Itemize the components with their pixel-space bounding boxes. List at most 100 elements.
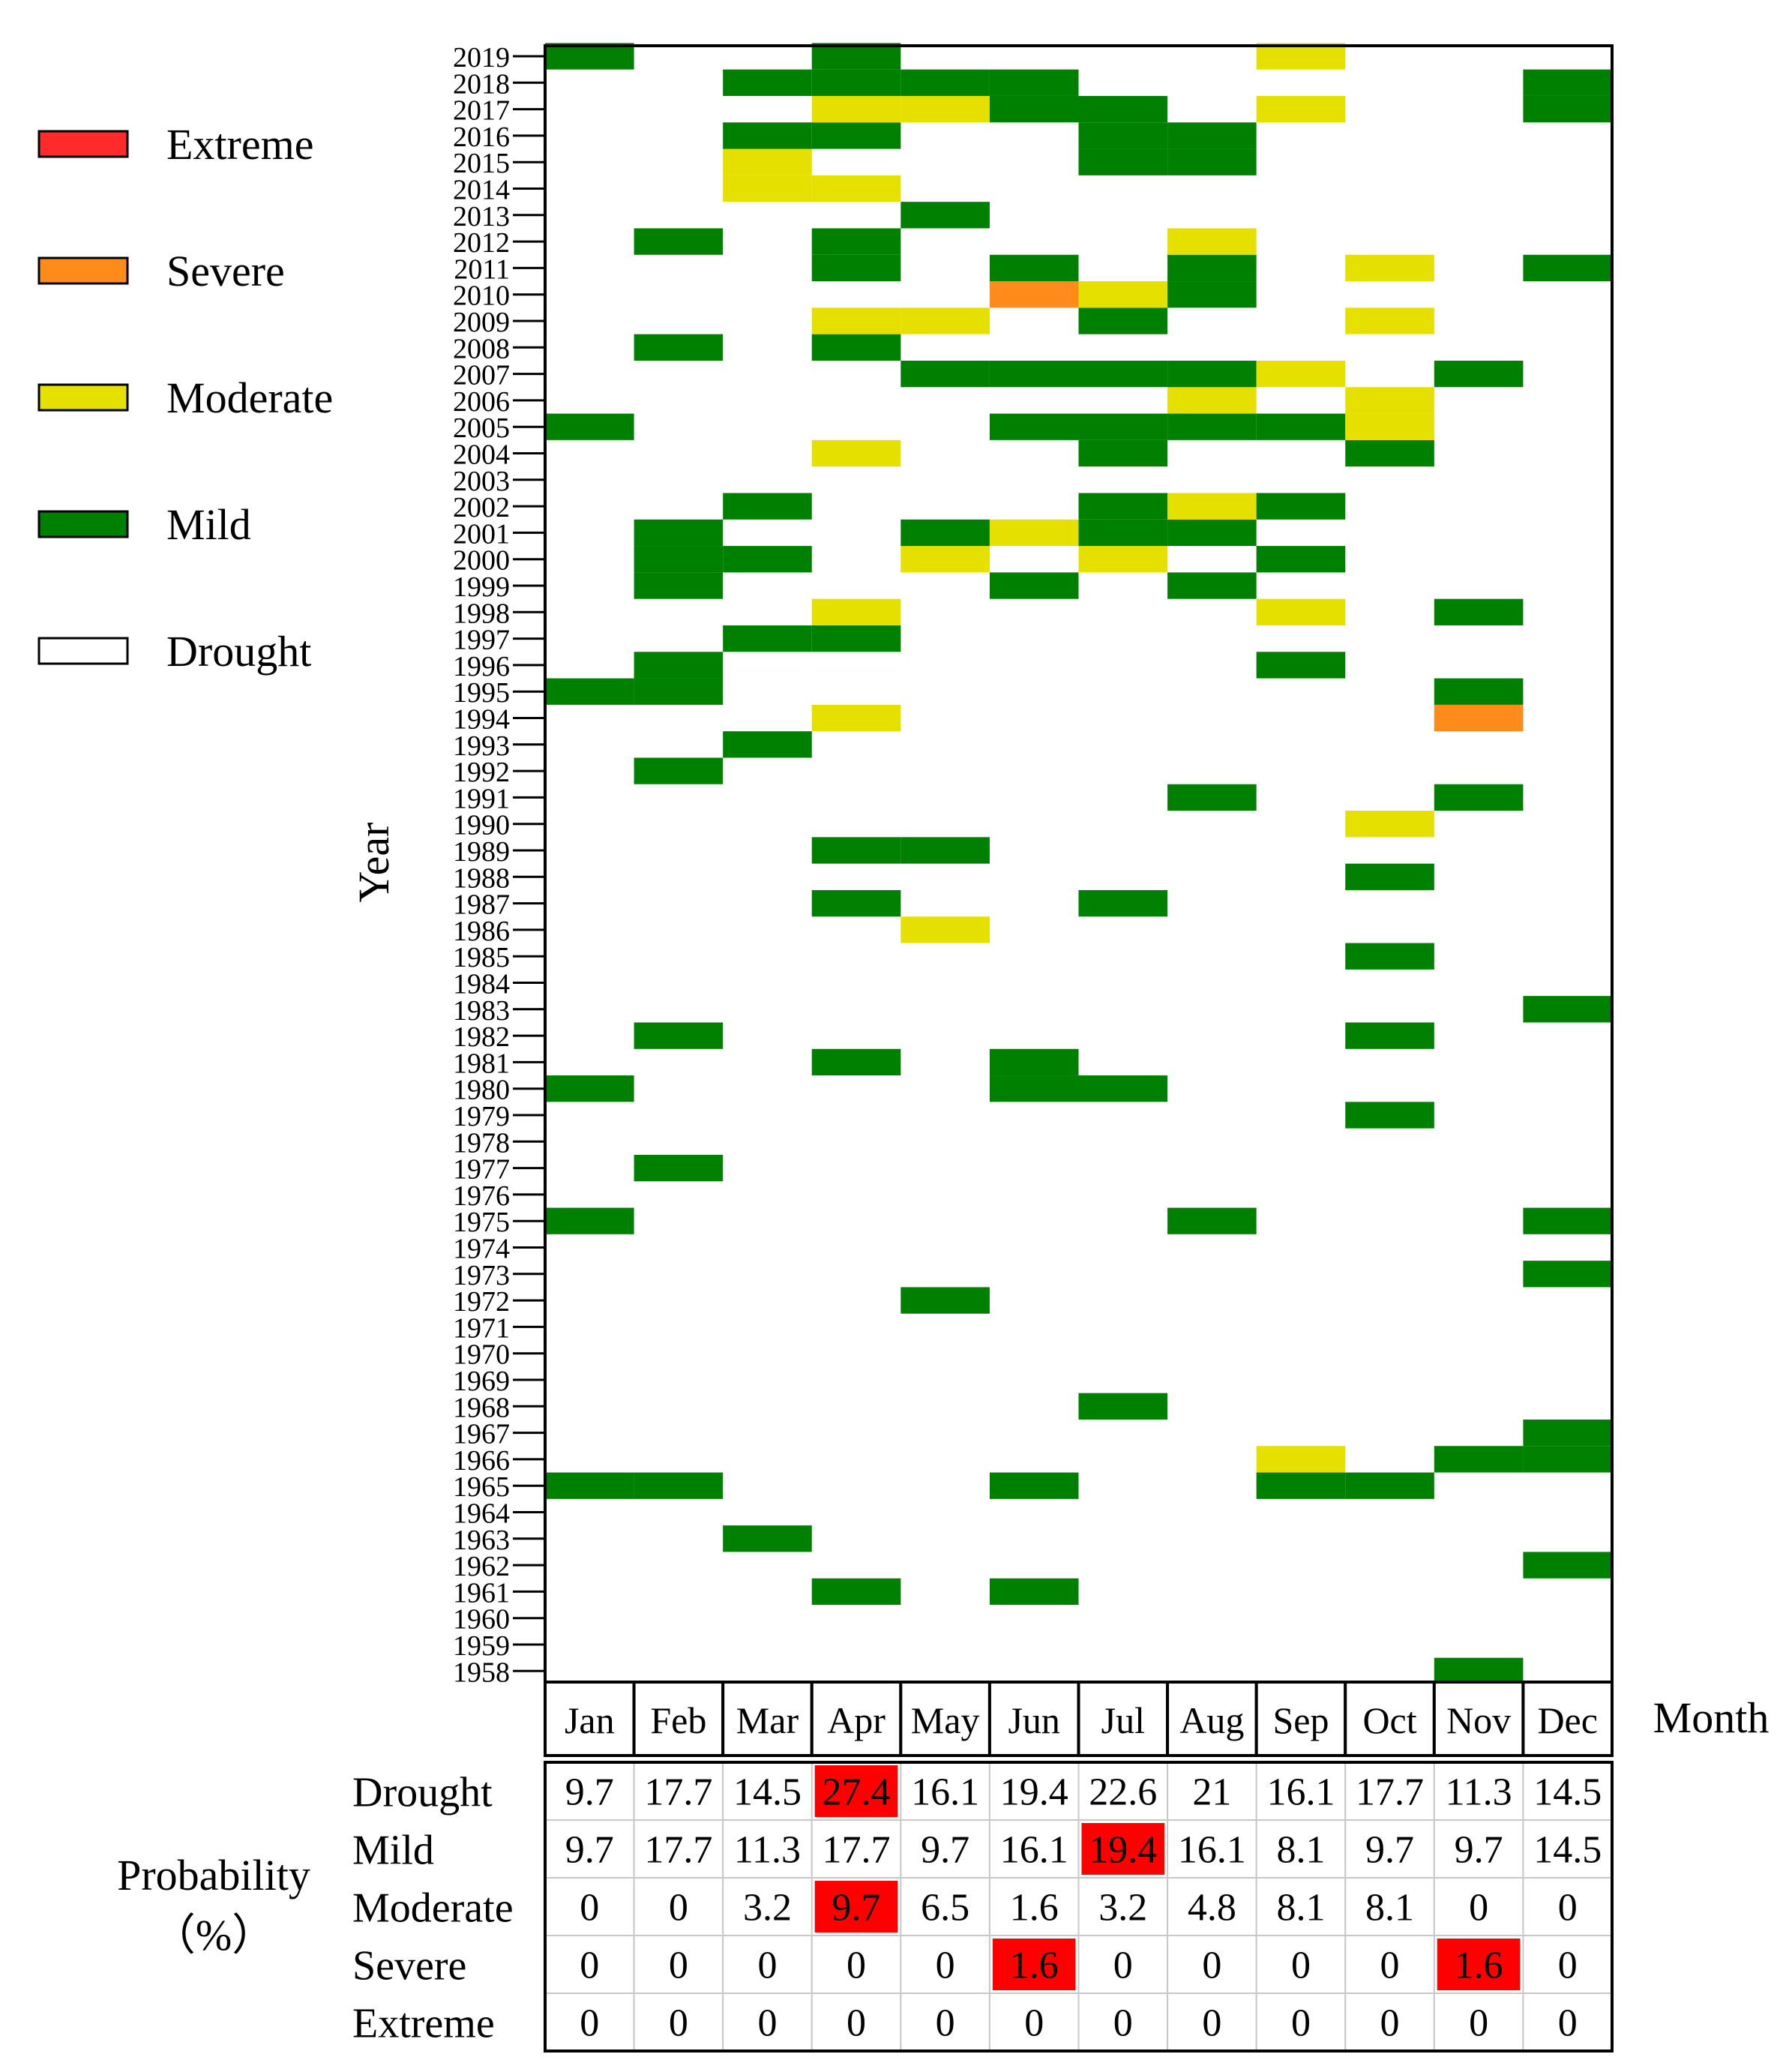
cell-1980-jan-mild: [545, 1075, 634, 1102]
cell-1980-jul-mild: [1078, 1075, 1168, 1102]
cell-2000-jul-moderate: [1078, 546, 1168, 573]
year-tick-label: 1964: [453, 1498, 510, 1530]
year-tick-label: 1995: [453, 677, 510, 709]
cell-1989-may-mild: [900, 837, 990, 864]
year-tick-label: 1960: [453, 1604, 510, 1636]
prob-value-mild-dec: 14.5: [1533, 1829, 1602, 1872]
cell-2013-may-mild: [900, 202, 990, 229]
year-tick-label: 2002: [453, 492, 510, 523]
cell-1987-apr-mild: [811, 889, 901, 917]
legend-label-extreme: Extreme: [166, 120, 313, 169]
prob-cell: [1167, 1819, 1257, 1879]
legend-label-moderate: Moderate: [166, 373, 333, 422]
prob-value-moderate-oct: 8.1: [1365, 1887, 1414, 1930]
year-tick-label: 1999: [453, 571, 510, 603]
year-tick-label: 1983: [453, 995, 510, 1027]
prob-value-drought-jan: 9.7: [565, 1771, 614, 1814]
year-tick-label: 1992: [453, 757, 510, 788]
prob-cell: [633, 1877, 724, 1936]
cell-2019-jan-mild: [545, 43, 634, 70]
cell-2011-apr-mild: [811, 254, 901, 282]
prob-cell: [1167, 1877, 1257, 1936]
prob-value-severe-may: 0: [936, 1945, 955, 1987]
year-tick-label: 1962: [453, 1551, 510, 1582]
probability-unit-label: （%）: [152, 1911, 275, 1960]
cell-1995-jan-mild: [545, 678, 634, 705]
cell-2012-apr-mild: [811, 228, 901, 255]
legend-swatch-severe: [37, 256, 129, 285]
year-tick-label: 1969: [453, 1366, 510, 1397]
cell-1963-mar-mild: [723, 1525, 812, 1552]
prob-value-mild-jun: 16.1: [1000, 1829, 1068, 1872]
year-tick-label: 2003: [453, 466, 510, 497]
year-tick-label: 1975: [453, 1207, 510, 1238]
cell-1999-aug-mild: [1167, 572, 1257, 599]
year-tick-label: 2012: [453, 227, 510, 259]
cell-1990-oct-moderate: [1345, 811, 1434, 838]
cell-1988-oct-mild: [1345, 863, 1434, 890]
legend: Extreme Severe Moderate Mild Drought: [37, 120, 333, 676]
cell-1962-dec-mild: [1523, 1552, 1612, 1579]
prob-value-extreme-apr: 0: [847, 2002, 866, 2045]
cell-1975-aug-mild: [1167, 1207, 1257, 1234]
year-tick-label: 1965: [453, 1471, 510, 1503]
prob-cell: [992, 1939, 1076, 1990]
prob-cell: [1077, 1993, 1169, 2052]
cell-1966-dec-mild: [1523, 1446, 1612, 1473]
legend-swatch-drought: [37, 637, 129, 665]
cell-2016-jul-mild: [1078, 122, 1168, 149]
cell-2017-dec-mild: [1523, 95, 1612, 123]
cell-1972-may-mild: [900, 1287, 990, 1314]
prob-value-drought-feb: 17.7: [644, 1771, 712, 1814]
year-tick-label: 1977: [453, 1154, 510, 1186]
prob-value-extreme-may: 0: [936, 2002, 955, 2045]
prob-value-extreme-jun: 0: [1024, 2002, 1044, 2045]
cell-2015-jul-mild: [1078, 148, 1168, 175]
prob-cell: [1344, 1762, 1435, 1821]
cell-1975-jan-mild: [545, 1207, 634, 1234]
year-tick-label: 1976: [453, 1180, 510, 1212]
cell-1980-jun-mild: [989, 1075, 1079, 1102]
cell-1965-feb-mild: [634, 1472, 724, 1499]
prob-value-extreme-nov: 0: [1469, 2002, 1488, 2045]
legend-label-severe: Severe: [166, 247, 285, 295]
cell-2011-jun-mild: [989, 254, 1079, 282]
cell-1996-feb-mild: [634, 652, 724, 679]
cell-2001-aug-mild: [1167, 519, 1257, 547]
month-label-may: May: [911, 1699, 980, 1741]
year-tick-label: 1967: [453, 1419, 510, 1450]
cell-2002-jul-mild: [1078, 493, 1168, 520]
cell-1994-apr-moderate: [811, 704, 901, 732]
year-tick-label: 1959: [453, 1630, 510, 1662]
prob-value-moderate-aug: 4.8: [1188, 1887, 1236, 1930]
cell-2001-jun-moderate: [989, 519, 1079, 547]
cell-2002-mar-mild: [723, 493, 812, 520]
cell-1973-dec-mild: [1523, 1261, 1612, 1288]
year-tick-label: 1991: [453, 783, 510, 814]
prob-cell: [633, 1993, 724, 2052]
year-tick-label: 2013: [453, 201, 510, 232]
prob-cell: [722, 1819, 813, 1879]
cell-2010-jun-severe: [989, 281, 1079, 308]
cell-1998-sep-moderate: [1256, 598, 1346, 625]
prob-value-moderate-nov: 0: [1469, 1887, 1488, 1930]
cell-1992-feb-mild: [634, 757, 724, 784]
prob-value-drought-dec: 14.5: [1533, 1771, 1602, 1814]
cell-1991-aug-mild: [1167, 784, 1257, 811]
month-axis: Jan Feb Mar Apr May Jun Jul Aug Sep Oct Nov Dec: [544, 1681, 1614, 1757]
prob-row-label-extreme: Extreme: [352, 2001, 495, 2047]
prob-value-drought-mar: 14.5: [733, 1771, 802, 1814]
month-label-apr: Apr: [827, 1699, 886, 1741]
cell-2016-aug-mild: [1167, 122, 1257, 149]
year-tick-label: 2006: [453, 386, 510, 418]
cell-2009-apr-moderate: [811, 307, 901, 334]
prob-value-drought-jun: 19.4: [1000, 1771, 1068, 1814]
y-axis-label-group: Year: [349, 823, 398, 903]
cell-2018-apr-mild: [811, 69, 901, 96]
cell-2008-feb-mild: [634, 334, 724, 361]
cell-2011-oct-moderate: [1345, 254, 1434, 282]
prob-cell: [722, 1762, 813, 1821]
year-tick-label: 1989: [453, 836, 510, 868]
prob-table-frame: [544, 1761, 1614, 2053]
cell-2007-aug-mild: [1167, 360, 1257, 388]
